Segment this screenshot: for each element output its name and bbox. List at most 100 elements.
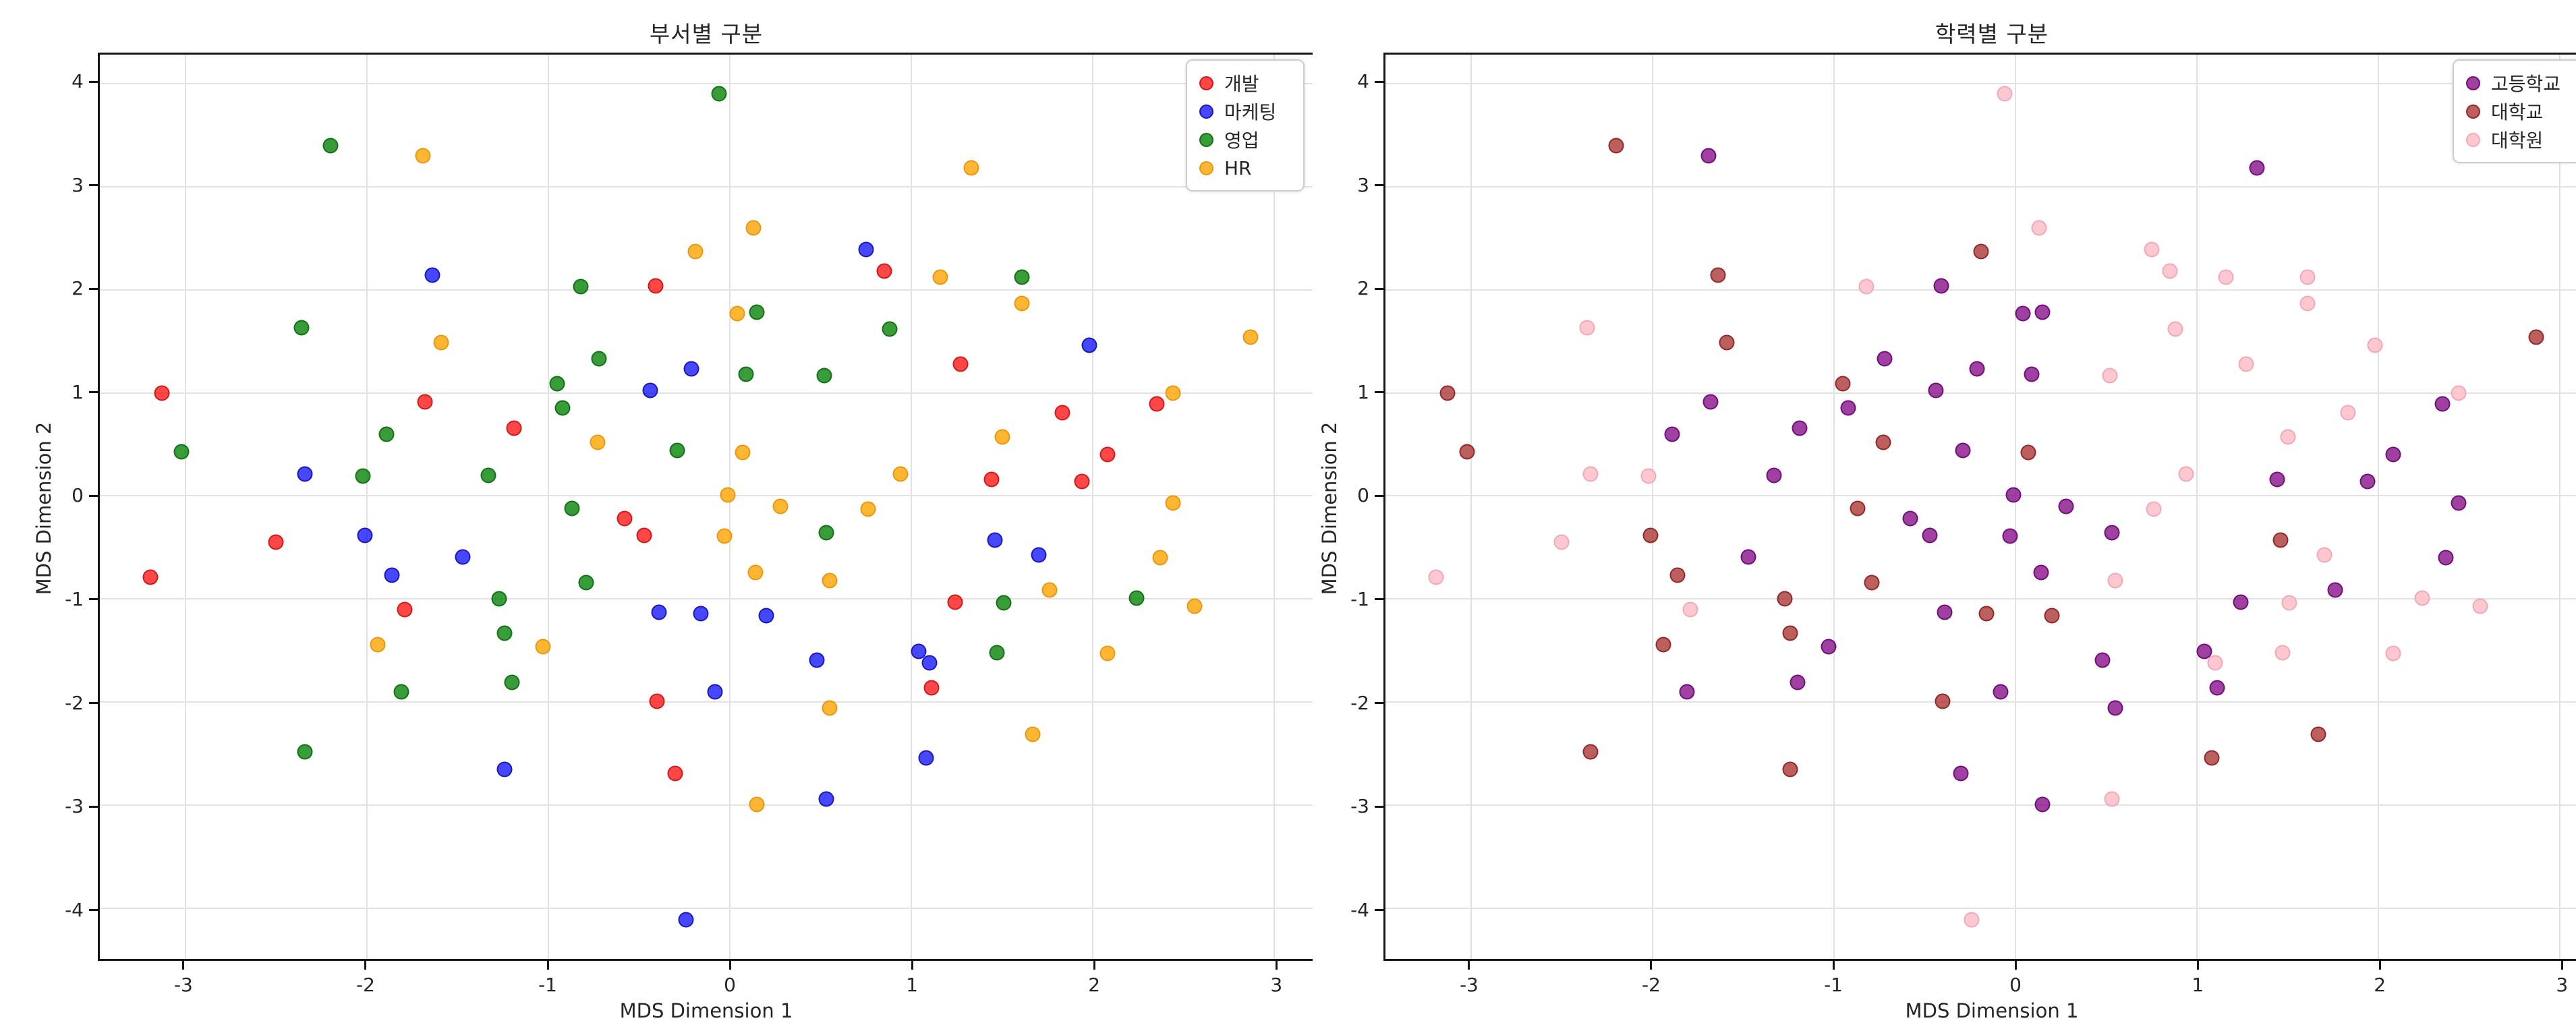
- x-gridline: [2378, 55, 2380, 959]
- x-tick-label: -2: [356, 974, 375, 996]
- y-gridline: [1385, 804, 2576, 806]
- data-point: [397, 601, 413, 618]
- data-point: [2104, 525, 2120, 541]
- data-point: [1766, 467, 1782, 483]
- data-point: [921, 655, 938, 671]
- data-point: [1850, 500, 1866, 517]
- data-point: [549, 376, 565, 392]
- data-point: [1582, 466, 1599, 482]
- data-point: [573, 278, 589, 295]
- data-point: [1054, 405, 1070, 421]
- legend-marker-icon: [2466, 76, 2480, 90]
- legend-label: 대학원: [2491, 129, 2544, 152]
- y-tick-mark: [1375, 805, 1383, 808]
- data-point: [758, 608, 774, 624]
- data-point: [1682, 601, 1698, 618]
- data-point: [989, 645, 1005, 661]
- data-point: [1186, 598, 1203, 614]
- data-point: [2146, 501, 2162, 517]
- data-point: [1081, 337, 1097, 353]
- data-point: [1655, 637, 1671, 653]
- data-point: [1821, 639, 1837, 655]
- x-tick-label: -1: [538, 974, 557, 996]
- x-tick-label: 0: [2009, 974, 2022, 996]
- legend-marker-icon: [1199, 104, 1213, 119]
- data-point: [2310, 726, 2326, 742]
- data-point: [2451, 495, 2467, 511]
- data-point: [822, 572, 838, 589]
- x-tick-mark: [1468, 961, 1470, 970]
- y-tick-label: 1: [71, 380, 84, 403]
- data-point: [747, 564, 764, 581]
- y-tick-label: 0: [1357, 484, 1369, 507]
- data-point: [994, 429, 1010, 445]
- y-tick-mark: [1375, 287, 1383, 290]
- data-point: [415, 148, 431, 164]
- data-point: [2020, 444, 2036, 461]
- data-point: [2299, 295, 2316, 311]
- y-gridline: [100, 495, 1313, 497]
- x-gridline: [2014, 55, 2016, 959]
- data-point: [1864, 575, 1880, 591]
- legend-entry: 대학원: [2466, 125, 2576, 154]
- legend-entry: 개발: [1199, 69, 1291, 97]
- data-point: [1669, 567, 1686, 583]
- data-point: [554, 400, 571, 416]
- y-tick-label: 3: [1357, 173, 1369, 196]
- y-tick-label: -4: [65, 898, 84, 921]
- data-point: [636, 527, 652, 543]
- data-point: [2367, 337, 2383, 353]
- data-point: [2162, 263, 2178, 279]
- data-point: [1840, 400, 1856, 416]
- x-tick-mark: [2014, 961, 2017, 970]
- data-point: [738, 366, 754, 382]
- data-point: [1553, 534, 1570, 550]
- data-point: [818, 525, 834, 541]
- data-point: [745, 220, 762, 236]
- data-point: [669, 442, 685, 459]
- data-point: [1031, 547, 1047, 563]
- data-point: [1902, 510, 1918, 527]
- y-tick-label: -3: [65, 795, 84, 818]
- data-point: [1025, 726, 1041, 742]
- legend-label: 영업: [1224, 129, 1259, 152]
- x-gridline: [547, 55, 549, 959]
- data-point: [2144, 241, 2160, 258]
- legend-marker-icon: [1199, 76, 1213, 90]
- data-point: [711, 86, 727, 102]
- y-gridline: [1385, 908, 2576, 910]
- data-point: [649, 693, 665, 709]
- data-point: [1165, 495, 1181, 511]
- data-point: [1740, 549, 1756, 565]
- data-point: [1937, 604, 1953, 620]
- x-tick-label: 2: [2374, 974, 2386, 996]
- data-point: [932, 269, 948, 285]
- data-point: [651, 604, 667, 620]
- data-point: [293, 320, 310, 336]
- scatter-panel-education: 학력별 구분 MDS Dimension 2 MDS Dimension 1 고…: [1313, 11, 2576, 1031]
- data-point: [455, 549, 471, 565]
- data-point: [1041, 582, 1058, 598]
- data-point: [816, 367, 832, 384]
- data-point: [2385, 446, 2401, 463]
- data-point: [858, 241, 874, 258]
- y-gridline: [100, 908, 1313, 910]
- data-point: [1165, 385, 1181, 401]
- x-gridline: [728, 55, 731, 959]
- data-point: [2316, 547, 2332, 563]
- data-point: [154, 385, 170, 401]
- data-point: [735, 444, 751, 461]
- x-tick-mark: [182, 961, 185, 970]
- x-tick-label: 2: [1088, 974, 1101, 996]
- legend-label: 고등학교: [2491, 73, 2561, 95]
- data-point: [504, 674, 520, 690]
- data-point: [2102, 367, 2118, 384]
- y-tick-label: 2: [71, 277, 84, 300]
- data-point: [1608, 138, 1624, 154]
- y-gridline: [1385, 289, 2576, 291]
- data-point: [506, 420, 522, 436]
- data-point: [2204, 750, 2220, 766]
- data-point: [2058, 498, 2074, 514]
- y-gridline: [100, 392, 1313, 394]
- data-point: [947, 594, 963, 610]
